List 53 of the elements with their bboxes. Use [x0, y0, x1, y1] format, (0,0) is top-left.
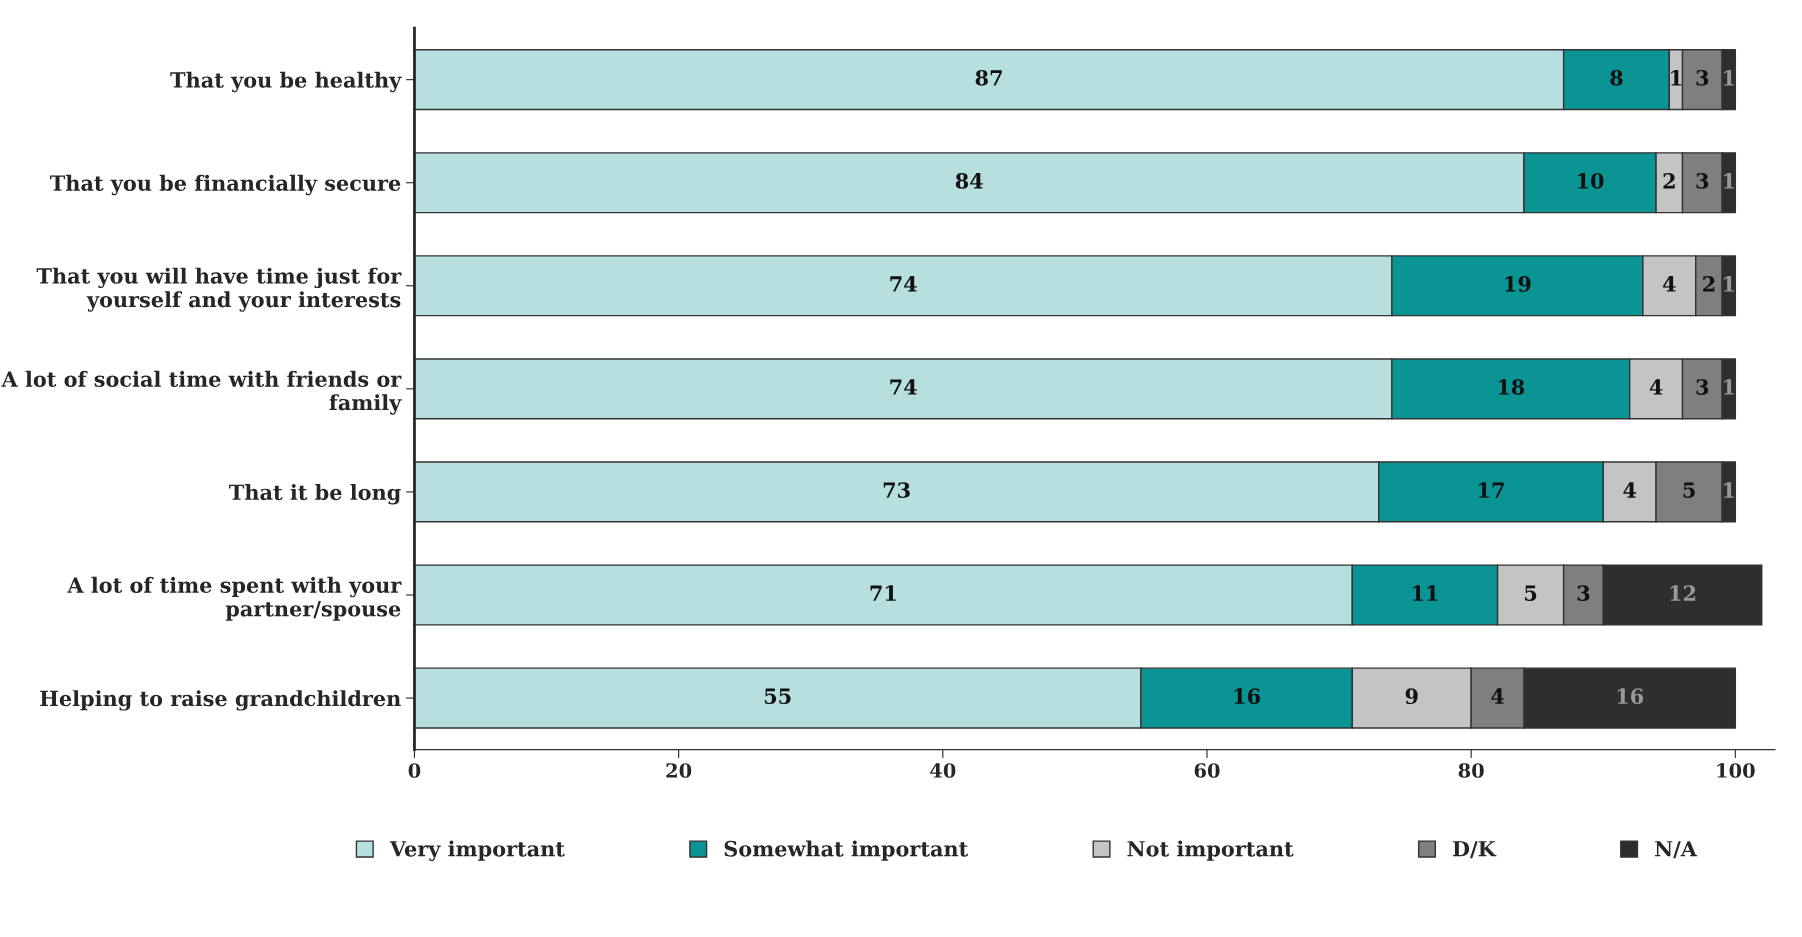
- data-label: 87: [975, 69, 1002, 86]
- data-label: 1: [1671, 69, 1682, 86]
- data-label: 1: [1724, 173, 1734, 189]
- data-label: 3: [1696, 69, 1709, 86]
- y-tick-label: That it be long: [229, 484, 401, 505]
- data-label: 84: [955, 173, 983, 189]
- data-label: 4: [1662, 276, 1676, 292]
- data-label: 74: [890, 276, 917, 292]
- y-tick-label: That you will have time just for yourself and your interests: [36, 267, 402, 312]
- y-tick-label: A lot of time spent with your partner/spouse: [67, 576, 402, 621]
- data-label: 17: [1479, 482, 1504, 498]
- data-label: 4: [1649, 379, 1663, 395]
- data-label: 55: [764, 688, 791, 705]
- data-label: 3: [1696, 173, 1709, 189]
- legend-label: Not important: [1127, 840, 1294, 861]
- data-label: 19: [1505, 276, 1531, 292]
- x-tick-label: 0: [408, 763, 421, 778]
- data-label: 1: [1724, 482, 1734, 498]
- data-label: 10: [1578, 173, 1604, 189]
- x-tick-label: 20: [666, 763, 692, 778]
- y-tick-label: That you be financially secure: [50, 174, 401, 196]
- legend-label: N/A: [1655, 841, 1698, 859]
- legend-label: Very important: [389, 840, 565, 861]
- data-label: 18: [1498, 379, 1525, 395]
- data-label: 3: [1696, 379, 1709, 395]
- data-label: 2: [1663, 173, 1675, 189]
- x-tick-label: 60: [1194, 763, 1220, 778]
- data-label: 11: [1412, 585, 1438, 601]
- data-label: 5: [1525, 585, 1537, 602]
- data-label: 5: [1683, 482, 1695, 498]
- data-label: 74: [890, 379, 917, 395]
- data-label: 3: [1577, 585, 1590, 602]
- data-label: 2: [1703, 276, 1715, 292]
- data-label: 1: [1724, 276, 1734, 292]
- x-tick-label: 80: [1458, 763, 1484, 778]
- data-label: 9: [1405, 688, 1418, 705]
- data-label: 1: [1724, 379, 1734, 395]
- data-label: 16: [1234, 688, 1260, 705]
- y-tick-label: A lot of social time with friends or family: [1, 370, 402, 415]
- legend-label: Somewhat important: [724, 840, 969, 861]
- legend-label: D/K: [1452, 841, 1497, 859]
- data-label: 1: [1724, 69, 1734, 86]
- data-label: 73: [883, 482, 910, 498]
- data-label: 4: [1491, 688, 1504, 704]
- x-tick-label: 100: [1717, 763, 1755, 778]
- data-label: 71: [870, 585, 896, 601]
- y-tick-label: That you be healthy: [170, 71, 402, 93]
- data-label: 16: [1617, 688, 1644, 705]
- data-label: 12: [1670, 585, 1696, 601]
- y-tick-label: Helping to raise grandchildren: [40, 690, 401, 711]
- data-label: 8: [1610, 69, 1623, 86]
- x-tick-label: 40: [930, 763, 956, 778]
- data-label: 4: [1623, 482, 1637, 498]
